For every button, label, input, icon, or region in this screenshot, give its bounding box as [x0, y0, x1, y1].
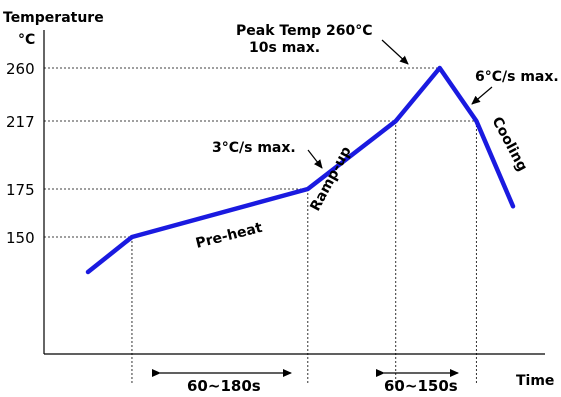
guide-lines	[44, 67, 477, 384]
y-tick-label: 150	[6, 229, 35, 247]
rampup-label: Ramp-up	[307, 144, 354, 214]
preheat-span-label: 60~180s	[187, 377, 261, 395]
ramp-rate-note: 3°C/s max.	[212, 140, 296, 156]
peak-arrow	[381, 39, 409, 65]
y-tick-label: 217	[6, 113, 35, 131]
cool-rate-arrow	[471, 86, 493, 105]
y-axis-unit: °C	[18, 32, 35, 48]
x-axis-title: Time	[516, 373, 554, 389]
cool-rate-note: 6°C/s max.	[475, 69, 559, 85]
peak-temp-note: Peak Temp 260°C	[236, 23, 373, 39]
ramp-rate-arrow	[307, 149, 323, 169]
y-tick-label: 175	[6, 181, 35, 199]
y-axis-title: Temperature	[3, 10, 104, 26]
temperature-profile-line	[85, 65, 516, 275]
peak-time-note: 10s max.	[249, 40, 320, 56]
liquidus-span-label: 60~150s	[384, 377, 458, 395]
y-tick-label: 260	[6, 60, 35, 78]
preheat-label: Pre-heat	[194, 220, 264, 252]
